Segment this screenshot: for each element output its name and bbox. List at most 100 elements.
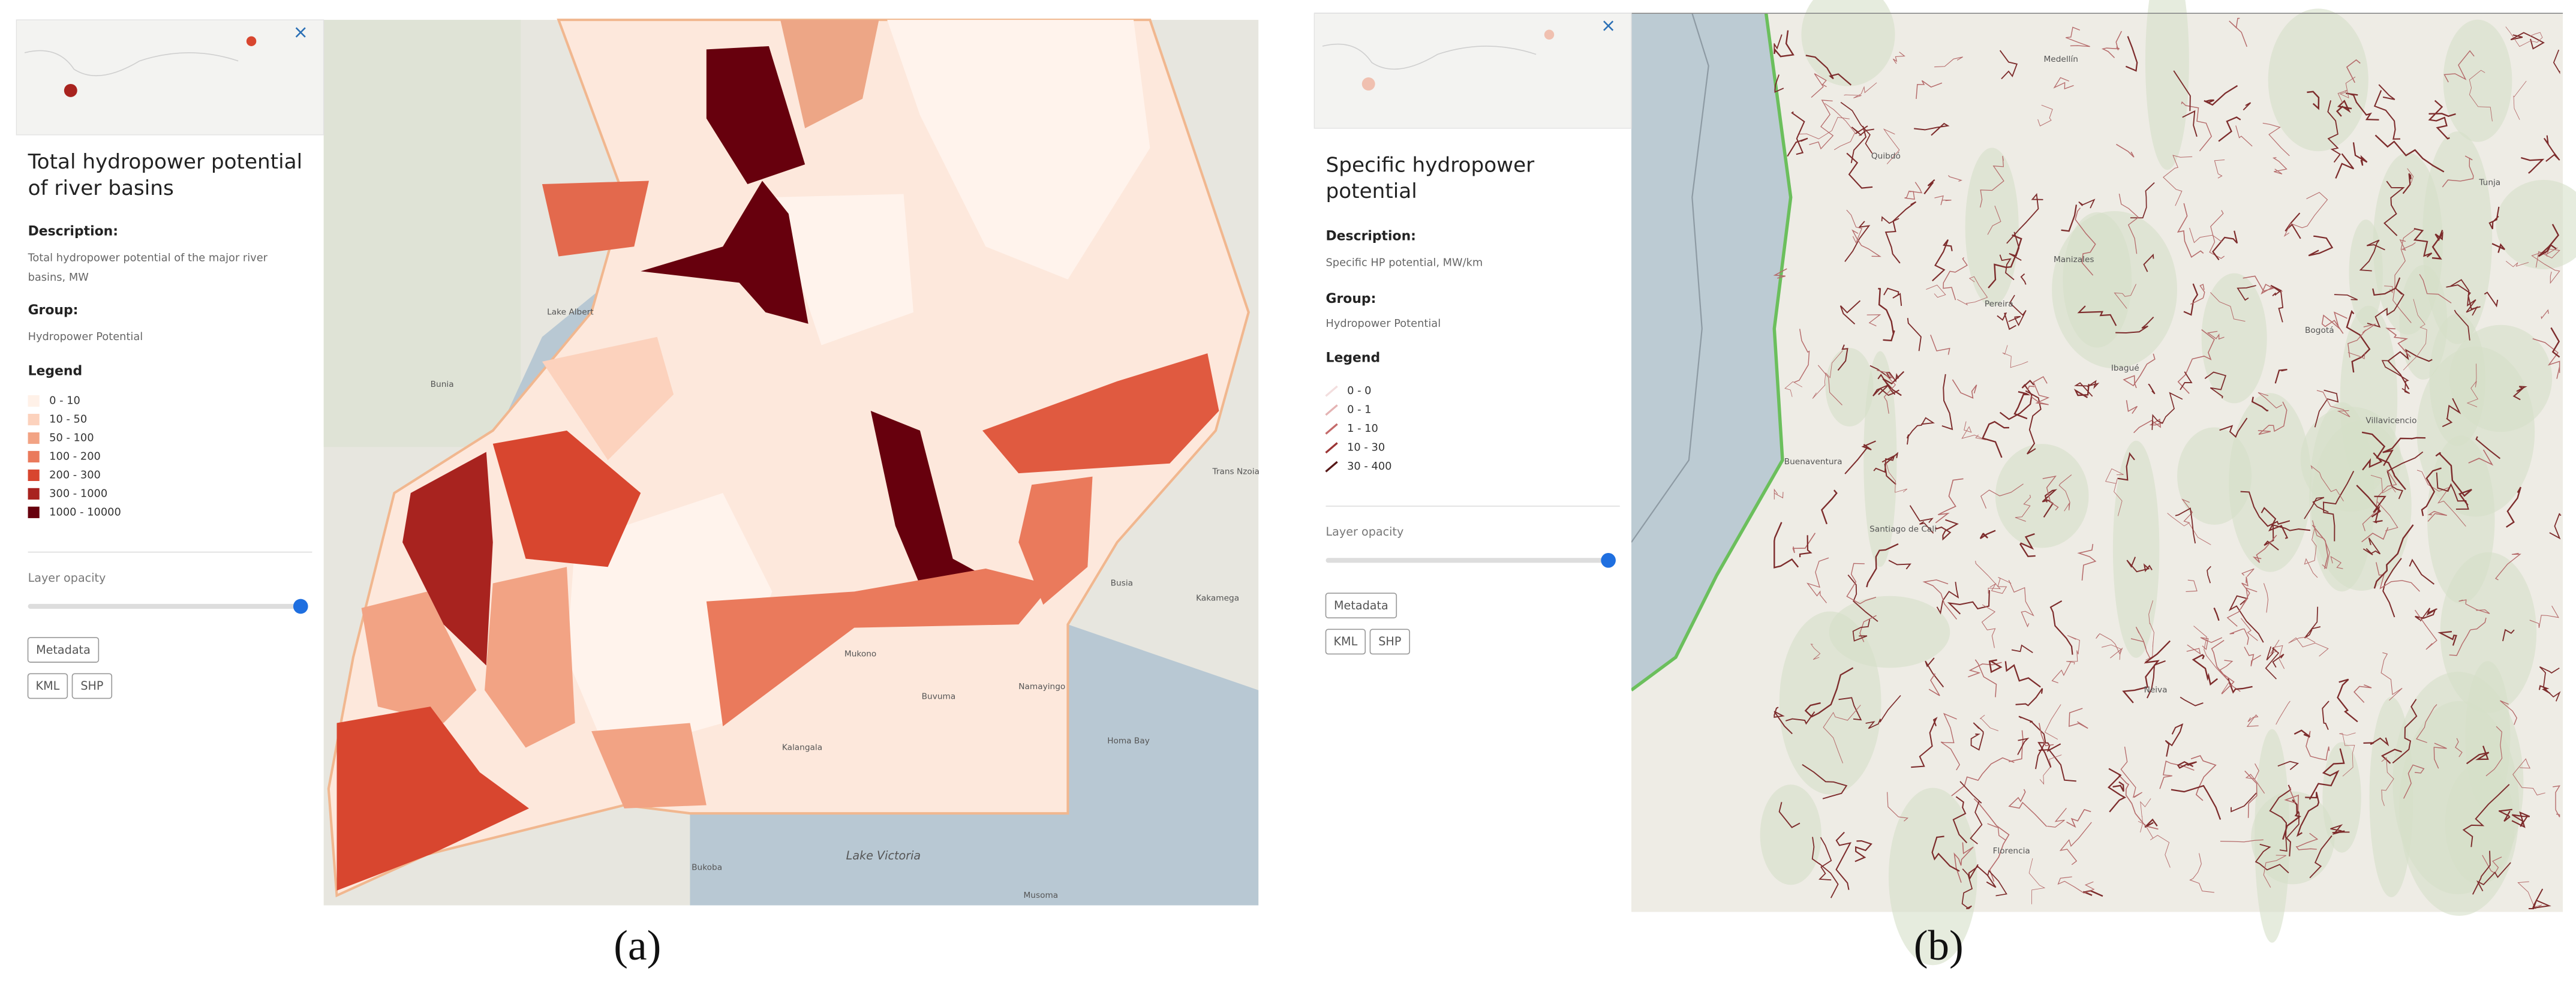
boundary	[1631, 13, 1709, 543]
river	[2532, 338, 2560, 379]
opacity-slider-thumb[interactable]	[1601, 552, 1616, 568]
river	[2416, 704, 2437, 743]
button[interactable]	[1325, 629, 1366, 655]
river	[2251, 396, 2269, 411]
button-label[interactable]: SHP	[1378, 635, 1401, 648]
map-label: Mukono	[844, 649, 876, 659]
map-label: Buenaventura	[1784, 457, 1842, 467]
river	[2252, 534, 2277, 563]
river	[2363, 737, 2389, 747]
basin	[542, 336, 674, 461]
relief-patch	[1760, 784, 1821, 885]
river	[2228, 595, 2264, 643]
river	[1793, 329, 1810, 383]
river	[2541, 309, 2549, 320]
legend-item: 0 - 0	[1347, 384, 1371, 397]
basin	[780, 20, 879, 128]
river	[1850, 125, 1867, 164]
river	[2485, 726, 2503, 777]
button[interactable]	[1369, 629, 1411, 655]
river	[2237, 285, 2256, 301]
river	[1987, 205, 2001, 235]
river	[2454, 309, 2470, 341]
map-label: Bogotá	[2305, 326, 2334, 335]
river	[2190, 284, 2205, 305]
river	[2531, 251, 2560, 284]
map-a: Bunia Lake Albert Lake Victoria Kakamega…	[323, 19, 1260, 906]
river	[2505, 26, 2543, 47]
river	[2133, 418, 2164, 434]
button-label[interactable]: Metadata	[36, 643, 91, 657]
river	[2285, 212, 2301, 239]
map-label: Manizales	[2054, 255, 2094, 264]
river	[2377, 501, 2398, 531]
opacity-slider-thumb[interactable]	[293, 599, 308, 614]
river	[2484, 291, 2499, 308]
river	[2006, 193, 2043, 244]
river	[1802, 763, 1848, 799]
relief-patch	[1829, 596, 1950, 668]
river	[1846, 209, 1863, 244]
map-label: Kalangala	[782, 743, 822, 753]
river	[2512, 386, 2527, 401]
river	[1784, 381, 1803, 397]
close-button[interactable]: ×	[293, 22, 308, 43]
button-label[interactable]: SHP	[80, 679, 103, 693]
close-button[interactable]: ×	[1601, 16, 1616, 37]
river	[1916, 80, 1943, 99]
river	[2049, 600, 2073, 655]
river	[2039, 723, 2054, 747]
river	[2245, 763, 2265, 794]
river	[2436, 472, 2469, 510]
opacity-slider-track[interactable]	[28, 603, 296, 609]
river	[1970, 722, 1984, 751]
basin	[336, 707, 530, 891]
river	[1999, 380, 2034, 420]
river	[2038, 748, 2076, 782]
river	[1932, 239, 1953, 282]
river	[2381, 360, 2410, 394]
river	[2117, 452, 2135, 481]
button[interactable]	[1325, 593, 1397, 618]
button[interactable]	[71, 673, 113, 699]
river	[2025, 390, 2042, 455]
river	[2272, 157, 2288, 175]
river	[2190, 755, 2217, 801]
button[interactable]	[27, 673, 68, 699]
opacity-slider-track[interactable]	[1325, 558, 1604, 563]
river	[2431, 230, 2443, 260]
river	[2491, 243, 2506, 253]
river	[2312, 524, 2328, 569]
river	[2415, 609, 2437, 650]
river	[2207, 566, 2211, 584]
river	[2462, 784, 2510, 847]
river	[2538, 685, 2551, 695]
map-label: Bukoba	[692, 863, 722, 873]
river	[2535, 247, 2560, 267]
button[interactable]	[27, 637, 100, 663]
river	[1909, 505, 1934, 523]
river	[1844, 82, 1877, 98]
button-label[interactable]: KML	[1333, 635, 1357, 648]
river	[1988, 234, 2022, 288]
river	[2539, 666, 2561, 702]
river	[1989, 576, 2012, 594]
river	[2359, 239, 2385, 272]
river	[2356, 485, 2382, 518]
river	[2120, 746, 2142, 798]
river	[2346, 59, 2361, 83]
river	[2181, 101, 2213, 152]
river	[1884, 201, 1917, 264]
button-label[interactable]: KML	[36, 679, 60, 693]
river	[2261, 507, 2289, 539]
button-label[interactable]: Metadata	[1334, 599, 1388, 612]
river	[2061, 205, 2078, 232]
basin	[887, 20, 1150, 279]
river	[1866, 314, 1881, 327]
river	[1851, 229, 1881, 257]
relief-patch	[2255, 729, 2290, 943]
legend-swatch	[28, 469, 40, 482]
river	[2458, 599, 2490, 614]
relief-patch	[2229, 393, 2312, 572]
river	[2186, 644, 2201, 655]
